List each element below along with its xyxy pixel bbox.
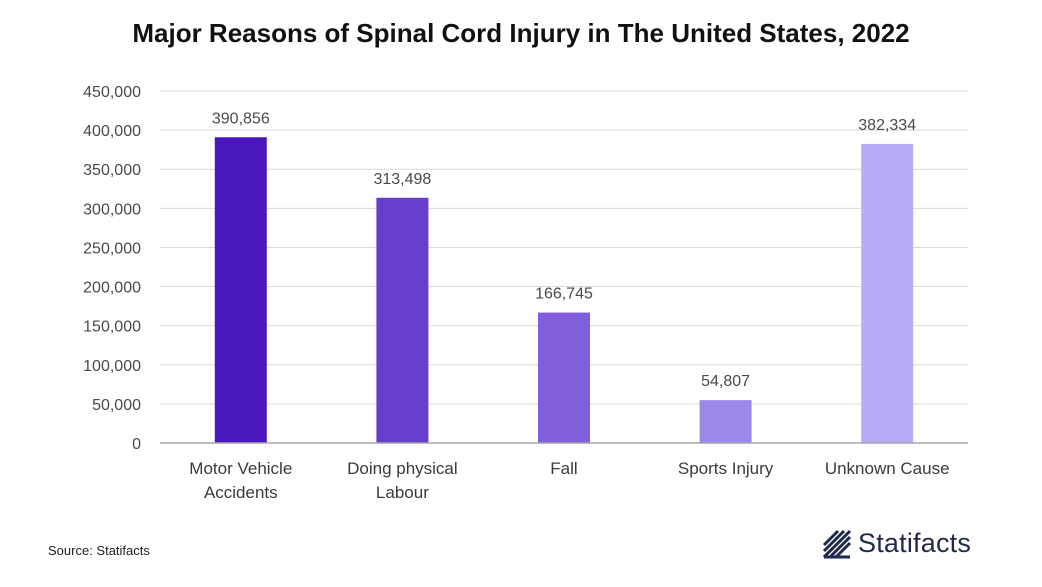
y-tick-label: 450,000 [83,84,141,101]
brand-name: Statifacts [858,528,972,558]
x-tick-label: Doing physical [347,459,458,478]
y-tick-label: 250,000 [83,240,141,257]
x-tick-label: Unknown Cause [825,459,950,478]
y-tick-label: 50,000 [92,397,141,414]
brand-logo: Statifacts [822,528,971,559]
x-tick-label: Accidents [204,483,278,502]
data-label: 54,807 [701,373,750,390]
y-tick-label: 400,000 [83,123,141,140]
chart-title: Major Reasons of Spinal Cord Injury in T… [132,18,910,48]
source-note: Source: Statifacts [48,543,150,558]
y-tick-label: 100,000 [83,358,141,375]
bar [376,197,429,443]
data-label: 382,334 [858,117,916,134]
data-label: 390,856 [212,110,270,127]
data-labels: 390,856 313,498 166,745 54,807 382,334 [212,110,916,390]
y-tick-label: 350,000 [83,162,141,179]
x-tick-label: Labour [376,483,429,502]
y-tick-label: 200,000 [83,280,141,297]
x-tick-label: Motor Vehicle [189,459,292,478]
bar [538,312,590,443]
y-tick-label: 300,000 [83,201,141,218]
x-tick-label: Sports Injury [678,459,774,478]
bar [861,143,914,443]
bar [214,137,267,444]
y-axis: 0 50,000 100,000 150,000 200,000 250,000 300,0… [83,84,141,453]
bars [214,137,914,444]
y-tick-label: 0 [132,436,141,453]
x-axis: Motor Vehicle Accidents Doing physical Labo… [160,442,968,502]
data-label: 313,498 [373,171,431,188]
x-tick-label: Fall [550,459,577,478]
y-tick-label: 150,000 [83,319,141,336]
data-label: 166,745 [535,286,593,303]
bar [699,400,752,443]
statifacts-logo-icon [822,528,852,559]
